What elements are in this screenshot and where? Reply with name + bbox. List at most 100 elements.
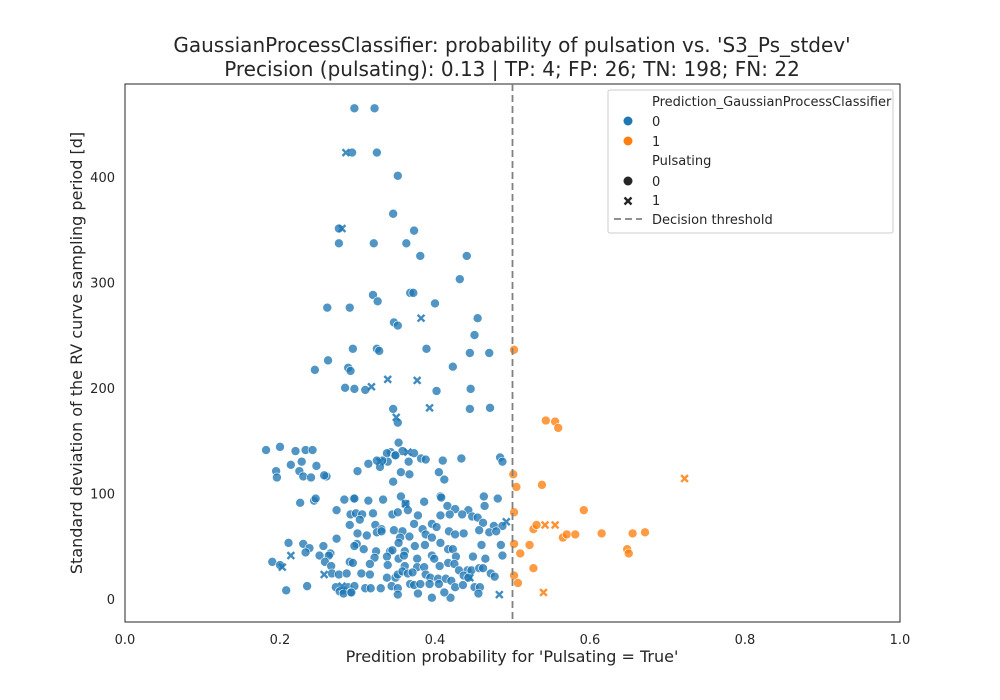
data-point-circle [524,540,535,550]
data-point-x [383,375,392,384]
data-point-circle [378,494,388,505]
data-point-circle [344,520,355,530]
y-tick-label: 100 [90,487,115,502]
data-point-circle [403,456,414,467]
data-point-circle [318,541,329,551]
data-point-circle [458,528,469,539]
legend-label-pulsating1: 1 [652,194,660,209]
data-point-circle [465,348,475,358]
data-point-x [465,573,475,582]
data-point-circle [352,528,363,539]
data-point-x [392,413,401,422]
data-point-circle [349,103,360,114]
data-point-x [403,447,413,457]
data-point-circle [491,526,502,537]
data-point-circle [479,501,490,511]
data-point-circle [348,558,358,568]
data-point-circle [355,514,365,525]
data-point-circle [430,298,440,309]
data-point-circle [331,505,342,515]
legend-marker-x [623,196,633,206]
data-point-circle [485,403,495,413]
data-point-circle [310,365,320,375]
data-point-circle [388,208,398,219]
data-point-circle [349,493,360,504]
data-point-circle [387,545,398,556]
data-point-circle [389,525,399,536]
data-point-circle [480,553,491,564]
data-point-circle [461,251,472,261]
data-point-x [550,520,560,530]
legend-box [607,89,894,234]
data-point-circle [363,458,374,469]
data-point-circle [596,528,607,539]
data-point-circle [561,529,572,540]
legend-label-threshold: Decision threshold [652,213,773,228]
data-point-circle [468,551,478,562]
data-point-circle [346,587,357,598]
data-point-circle [413,510,423,521]
x-tick-label: 0.8 [735,633,756,648]
data-point-circle [368,238,379,249]
data-point-x [367,382,376,392]
data-point-circle [401,238,412,249]
data-point-circle [497,550,508,561]
data-point-circle [497,456,508,467]
data-point-circle [509,345,519,355]
data-point-circle [275,442,285,452]
data-point-circle [478,563,488,574]
data-point-circle [393,538,404,548]
data-point-circle [349,384,360,394]
data-point-circle [472,313,483,323]
legend-label-pulsating0: 0 [652,175,660,190]
data-point-circle [352,466,363,476]
data-point-circle [473,588,484,599]
data-point-circle [479,491,489,502]
y-axis: 0 100 200 300 400 [90,171,115,608]
chart-title: GaussianProcessClassifier: probability o… [173,33,850,57]
data-point-circle [457,509,467,520]
data-point-circle [436,492,447,503]
legend-label-pred1: 1 [652,135,660,150]
data-point-circle [390,450,401,461]
data-point-circle [392,320,403,331]
data-point-circle [392,507,403,518]
data-point-circle [396,467,406,478]
data-point-x [502,517,511,527]
data-point-circle [272,472,282,483]
data-point-circle [296,456,307,467]
data-point-circle [290,446,301,456]
data-point-circle [356,568,367,579]
data-point-circle [431,386,442,396]
data-point-circle [393,437,404,448]
data-point-circle [407,567,418,578]
data-point-circle [344,302,355,313]
x-tick-label: 0.6 [580,633,601,648]
data-point-circle [412,553,422,564]
data-point-circle [509,539,519,549]
data-point-circle [363,495,374,506]
scatter-points [261,103,689,603]
data-point-circle [465,404,475,414]
data-point-circle [513,578,523,588]
data-point-circle [434,467,444,478]
data-point-circle [283,538,294,548]
data-point-circle [434,561,445,571]
data-point-x [425,403,434,413]
data-point-circle [358,544,369,555]
data-point-circle [365,569,375,580]
data-point-x [337,224,347,233]
data-point-circle [627,528,638,539]
y-tick-label: 300 [90,276,115,291]
legend-marker-pred1 [623,136,633,146]
data-point-x [539,588,548,597]
data-point-circle [307,445,318,455]
x-tick-label: 0.4 [425,633,446,648]
data-point-circle [306,472,316,483]
data-point-circle [578,505,589,515]
data-point-circle [427,592,437,603]
x-tick-label: 1.0 [890,633,911,648]
data-point-circle [311,461,322,471]
data-point-circle [553,423,564,433]
